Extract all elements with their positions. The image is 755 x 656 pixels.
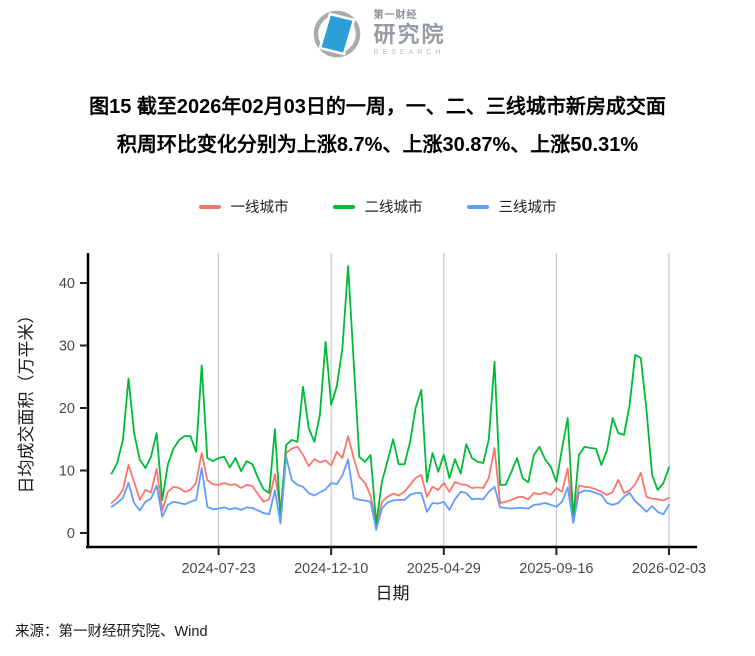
legend-label-tier3: 三线城市 <box>498 200 557 216</box>
logo-brand-main: 研究院 <box>373 21 446 47</box>
x-axis-title: 日期 <box>376 584 410 603</box>
legend-item-tier3: 三线城市 <box>466 196 557 217</box>
legend-label-tier2: 二线城市 <box>364 200 423 216</box>
x-tick-label: 2025-09-16 <box>519 561 593 577</box>
legend-label-tier1: 一线城市 <box>230 200 289 216</box>
line-chart-svg: 2024-07-23 2024-12-10 2025-04-29 2025-09-16… <box>17 253 706 603</box>
x-tick-label: 2024-12-10 <box>294 561 368 577</box>
y-axis-title: 日均成交面积（万平米） <box>17 307 36 494</box>
tier2-line-swatch <box>332 204 355 209</box>
line-chart: 2024-07-23 2024-12-10 2025-04-29 2025-09-16… <box>0 225 755 622</box>
chart-title-line1: 图15 截至2026年02月03日的一周，一、二、三线城市新房成交面 <box>89 96 666 118</box>
x-tick-label: 2026-02-03 <box>632 561 706 577</box>
source-note: 来源：第一财经研究院、Wind <box>15 624 208 640</box>
series-line-二线城市 <box>110 265 670 525</box>
chart-title-line2: 积周环比变化分别为上涨8.7%、上涨30.87%、上涨50.31% <box>116 134 639 156</box>
legend-item-tier1: 一线城市 <box>198 196 289 217</box>
series-line-一线城市 <box>110 435 670 527</box>
tier1-line-swatch <box>198 204 221 209</box>
logo-text: 第一财经 研究院 RESEARCH <box>373 9 446 56</box>
chart-title: 图15 截至2026年02月03日的一周，一、二、三线城市新房成交面 积周环比变… <box>0 88 755 164</box>
logo-brand-top: 第一财经 <box>373 9 418 21</box>
logo-brand-sub: RESEARCH <box>373 48 445 56</box>
y-tick-label: 40 <box>59 276 75 292</box>
yicai-logo-icon <box>313 10 360 58</box>
x-tick-label: 2024-07-23 <box>181 561 255 577</box>
series-line-三线城市 <box>110 455 670 531</box>
legend-item-tier2: 二线城市 <box>332 196 423 217</box>
y-tick-label: 30 <box>59 339 75 355</box>
chart-legend: 一线城市 二线城市 三线城市 <box>0 196 755 217</box>
tier3-line-swatch <box>466 204 489 209</box>
header-logo: 第一财经 研究院 RESEARCH <box>309 5 445 61</box>
y-tick-label: 10 <box>59 464 75 480</box>
y-tick-label: 0 <box>67 526 75 542</box>
x-tick-label: 2025-04-29 <box>407 561 481 577</box>
y-tick-label: 20 <box>59 401 75 417</box>
